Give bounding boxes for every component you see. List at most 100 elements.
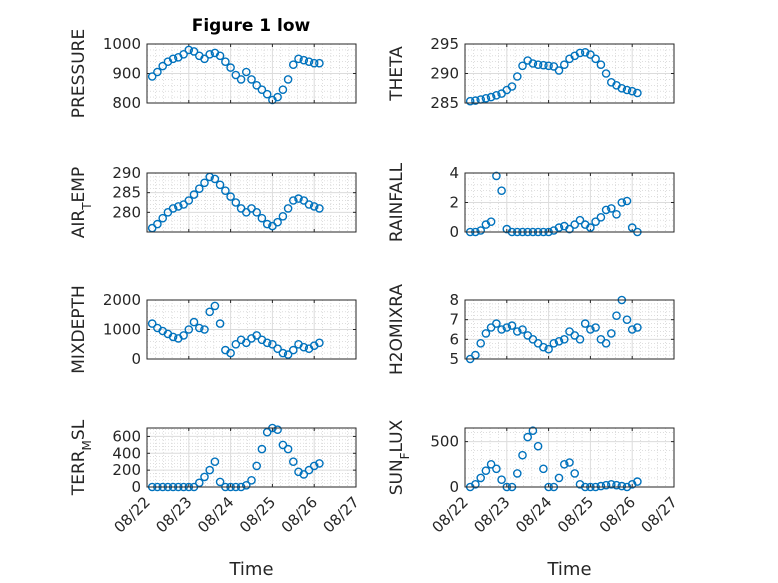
y-tick-label: 2 [449, 194, 459, 212]
data-point [617, 198, 627, 207]
data-point [247, 75, 256, 84]
data-point [607, 329, 616, 338]
data-point [215, 477, 225, 487]
data-point [210, 174, 220, 184]
data-point [226, 348, 235, 358]
data-point [565, 224, 574, 234]
data-point [273, 425, 282, 435]
y-tick-label: 7 [449, 311, 459, 329]
data-point [601, 338, 611, 348]
figure-title: Figure 1 low [192, 16, 311, 36]
data-point [465, 96, 475, 106]
data-point [179, 50, 188, 59]
data-point [492, 319, 501, 328]
data-point [288, 196, 298, 205]
data-point [226, 63, 235, 72]
data-point [189, 190, 199, 199]
data-point [304, 200, 314, 209]
x-tick-label: 08/23 [152, 493, 195, 536]
y-tick-label: 290 [112, 164, 141, 182]
data-point [215, 180, 225, 190]
data-point [523, 432, 533, 442]
data-point [591, 323, 600, 332]
data-point [294, 54, 303, 64]
data-point [554, 473, 564, 483]
plot-area [465, 300, 674, 359]
data-point [257, 213, 267, 223]
axes-frame [146, 299, 357, 360]
y-tick-label: 5 [449, 350, 459, 368]
data-point [627, 223, 637, 232]
data-point [278, 85, 288, 94]
axes-frame [464, 299, 675, 360]
data-point [617, 84, 627, 93]
x-tick-label: 08/23 [470, 493, 513, 536]
data-point [612, 209, 621, 219]
data-point [158, 213, 167, 223]
y-tick-label: 0 [449, 478, 459, 496]
data-point [492, 171, 501, 181]
x-tick-label: 08/24 [512, 493, 555, 536]
data-point [586, 223, 595, 232]
data-point [507, 321, 517, 330]
data-point [283, 444, 293, 454]
data-point [257, 85, 267, 94]
data-point [596, 212, 606, 222]
data-point [304, 465, 314, 475]
data-point [315, 338, 324, 348]
y-tick-label: 285 [430, 94, 459, 112]
data-point [299, 342, 309, 352]
y-tick-label: 500 [430, 433, 459, 451]
data-point [221, 57, 230, 67]
data-point [168, 332, 178, 342]
y-tick-label: 900 [112, 65, 141, 83]
data-point [570, 220, 580, 229]
data-point [513, 327, 522, 336]
data-point [507, 82, 517, 91]
data-point [539, 342, 548, 352]
data-point [549, 338, 559, 348]
data-point [633, 477, 642, 486]
data-point [215, 319, 225, 328]
data-point [539, 60, 548, 70]
data-point [283, 75, 293, 84]
data-point [497, 186, 506, 195]
y-tick-label: 1000 [103, 321, 141, 339]
data-point [471, 479, 480, 489]
x-tick-label: 08/26 [596, 493, 639, 536]
data-point [168, 54, 178, 64]
data-point [497, 475, 506, 485]
data-point [544, 344, 553, 354]
data-point [210, 301, 220, 311]
data-point [241, 480, 251, 490]
data-point [533, 60, 543, 69]
data-point [200, 472, 209, 482]
data-point [252, 331, 262, 340]
y-tick-label: 295 [430, 35, 459, 53]
data-point [262, 338, 272, 348]
y-tick-label: 200 [112, 461, 141, 479]
data-point [601, 480, 611, 490]
data-point [560, 459, 569, 469]
data-point [554, 66, 564, 75]
data-point [231, 339, 241, 349]
data-point [231, 198, 241, 207]
y-tick-label: 8 [449, 291, 459, 309]
y-axis-label: RAINFALL [387, 162, 407, 242]
data-point [262, 89, 272, 99]
data-point [513, 469, 522, 478]
data-point [221, 186, 230, 195]
data-point [476, 338, 486, 348]
data-point [205, 50, 214, 59]
data-point [179, 331, 188, 340]
data-point [309, 58, 319, 68]
data-point [278, 440, 288, 450]
data-point [309, 461, 319, 471]
data-point [481, 329, 491, 338]
y-tick-label: 800 [112, 94, 141, 112]
data-point [294, 194, 303, 203]
data-point [153, 67, 162, 77]
y-tick-label: 0 [131, 478, 141, 496]
x-axis-label: Time [228, 559, 273, 580]
